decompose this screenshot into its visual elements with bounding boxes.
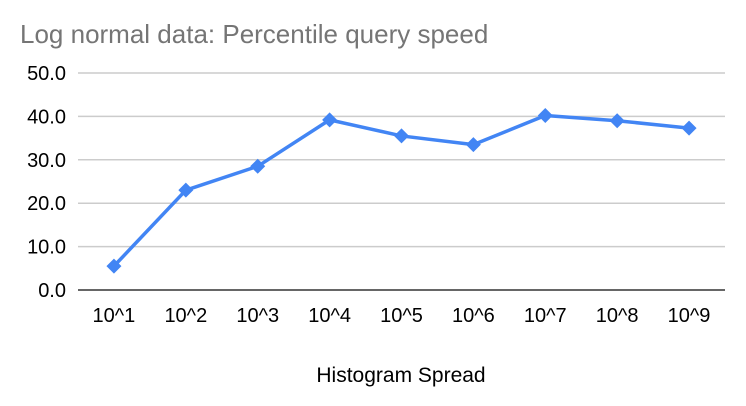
y-tick-label: 50.0 (27, 63, 66, 85)
gridlines (78, 72, 725, 291)
x-tick-label: 10^1 (93, 305, 136, 327)
y-tick-label: 30.0 (27, 150, 66, 172)
x-tick-label: 10^7 (524, 305, 567, 327)
x-tick-label: 10^3 (236, 305, 279, 327)
x-tick-label: 10^6 (452, 305, 495, 327)
data-point-marker (178, 182, 194, 198)
y-axis-tick-labels: 0.0 10.0 20.0 30.0 40.0 50.0 (27, 63, 66, 302)
data-point-marker (465, 137, 481, 153)
x-tick-label: 10^5 (380, 305, 423, 327)
x-axis-title: Histogram Spread (316, 364, 485, 387)
x-tick-label: 10^8 (596, 305, 639, 327)
data-point-marker (681, 120, 697, 136)
x-tick-label: 10^2 (164, 305, 207, 327)
data-point-marker (537, 108, 553, 124)
y-tick-label: 40.0 (27, 106, 66, 128)
y-tick-label: 10.0 (27, 237, 66, 259)
y-tick-label: 0.0 (38, 280, 66, 302)
x-tick-label: 10^9 (668, 305, 711, 327)
data-point-marker (609, 113, 625, 129)
x-tick-label: 10^4 (308, 305, 351, 327)
y-tick-label: 20.0 (27, 193, 66, 215)
data-point-marker (106, 258, 122, 274)
x-axis-tick-labels: 10^1 10^2 10^3 10^4 10^5 10^6 10^7 10^8 10^9 (93, 305, 711, 327)
data-point-marker (322, 112, 338, 128)
chart-title: Log normal data: Percentile query speed (20, 19, 488, 49)
data-point-marker (250, 158, 266, 174)
series-group (106, 108, 697, 274)
data-point-marker (394, 128, 409, 144)
